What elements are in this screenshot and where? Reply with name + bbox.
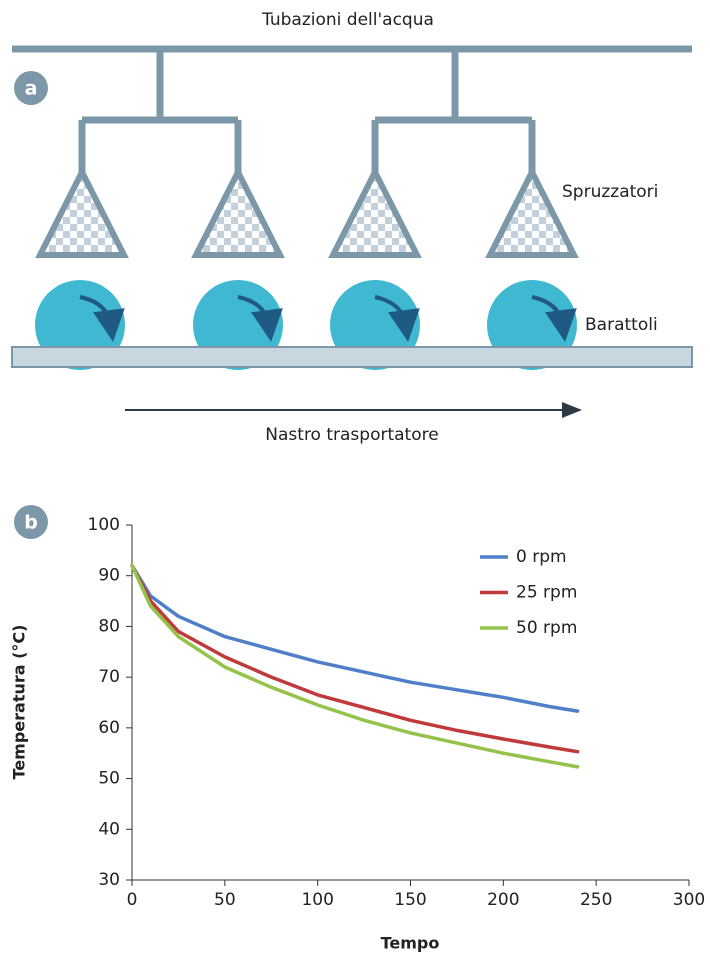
x-axis-label: Tempo <box>381 934 440 953</box>
x-tick-label: 250 <box>580 890 612 910</box>
x-tick-label: 100 <box>301 890 333 910</box>
series-line <box>132 566 578 752</box>
pipes <box>12 49 692 172</box>
diagram: Tubazioni dell'acqua a Spruzzatori Barat… <box>12 10 692 445</box>
y-axis-label: Temperatura (°C) <box>10 625 29 780</box>
y-tick-label: 100 <box>88 515 120 535</box>
y-tick-label: 50 <box>98 769 120 789</box>
x-tick-label: 0 <box>127 890 138 910</box>
series-line <box>132 566 578 767</box>
x-tick-label: 200 <box>487 890 519 910</box>
y-tick-label: 60 <box>98 718 120 738</box>
series-line <box>132 566 578 712</box>
can-label: Barattoli <box>585 315 658 335</box>
pipe-label: Tubazioni dell'acqua <box>261 10 434 30</box>
y-tick-label: 70 <box>98 667 120 687</box>
y-tick-label: 90 <box>98 566 120 586</box>
conveyor <box>12 347 692 367</box>
conveyor-label: Nastro trasportatore <box>265 425 438 445</box>
x-tick-label: 300 <box>673 890 705 910</box>
sprayer-label: Spruzzatori <box>562 182 658 202</box>
figure: Tubazioni dell'acqua a Spruzzatori Barat… <box>0 0 710 956</box>
x-tick-label: 150 <box>394 890 426 910</box>
chart: b Tempo Temperatura (°C) 30 40 50 60 70 80 90 1… <box>10 505 706 953</box>
x-tick-label: 50 <box>214 890 236 910</box>
legend-label: 25 rpm <box>516 583 577 603</box>
y-tick-label: 80 <box>98 616 120 636</box>
y-tick-label: 40 <box>98 819 120 839</box>
y-tick-label: 30 <box>98 870 120 890</box>
panel-label: b <box>24 512 38 534</box>
legend-label: 50 rpm <box>516 618 577 638</box>
sprayers <box>40 172 574 255</box>
legend-label: 0 rpm <box>516 547 567 567</box>
panel-label: a <box>25 78 38 100</box>
